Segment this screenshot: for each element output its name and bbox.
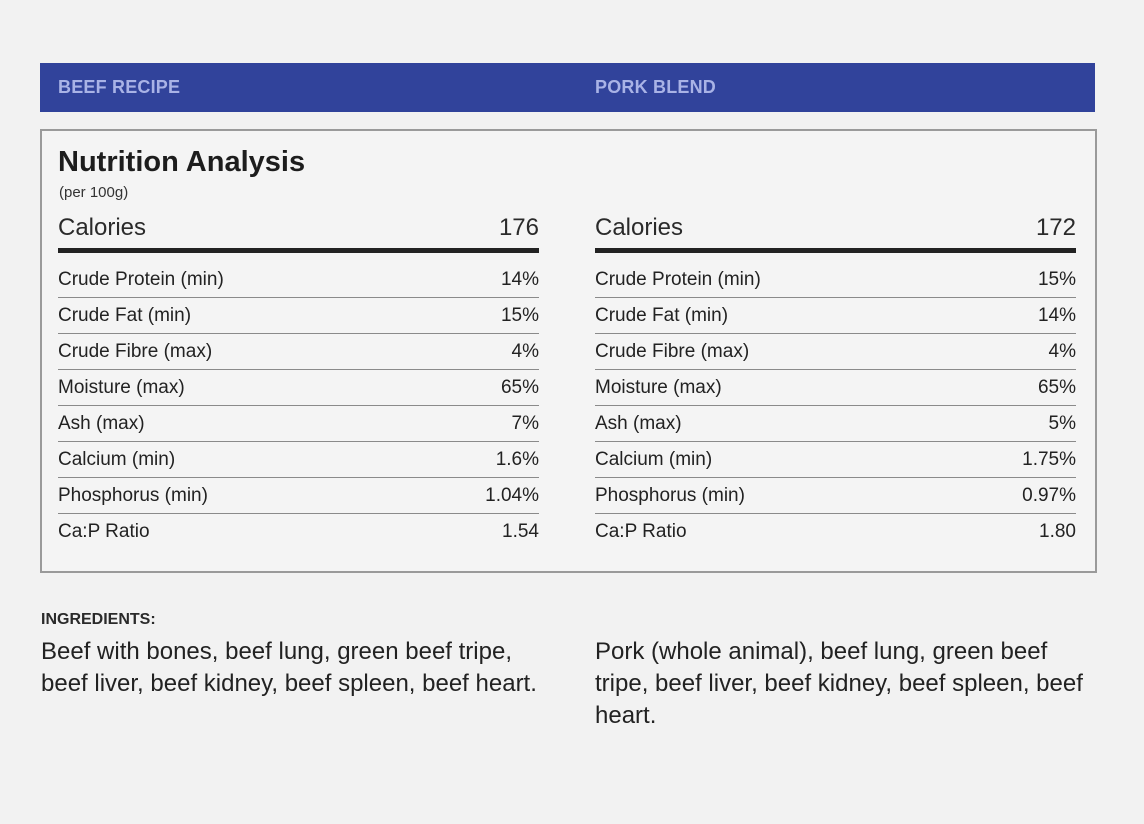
pork-calories-row: Calories 172: [595, 214, 1076, 253]
nutrient-label: Crude Fat (min): [58, 304, 192, 326]
nutrition-subtitle: (per 100g): [59, 184, 129, 201]
nutrient-label: Calcium (min): [58, 448, 176, 470]
nutrient-value: 1.04%: [485, 484, 539, 506]
nutrient-value: 5%: [1048, 412, 1076, 434]
nutrient-label: Phosphorus (min): [58, 484, 208, 506]
beef-nutrition-column: Calories 176 Crude Protein (min) 14% Cru…: [58, 214, 539, 550]
pork-calories-value: 172: [1035, 214, 1076, 241]
nutrient-value: 1.80: [1039, 521, 1076, 542]
pork-nutrient-list: Crude Protein (min) 15% Crude Fat (min) …: [595, 262, 1076, 550]
table-row: Crude Fibre (max) 4%: [595, 334, 1076, 370]
ingredients-heading: INGREDIENTS:: [41, 611, 156, 628]
nutrient-label: Ash (max): [58, 412, 145, 434]
beef-calories-value: 176: [498, 214, 539, 241]
nutrient-value: 1.54: [502, 521, 539, 542]
nutrient-value: 7%: [511, 412, 539, 434]
table-row: Phosphorus (min) 1.04%: [58, 478, 539, 514]
table-row: Calcium (min) 1.6%: [58, 442, 539, 478]
nutrient-value: 65%: [500, 376, 539, 398]
table-row: Moisture (max) 65%: [58, 370, 539, 406]
nutrient-value: 15%: [1037, 268, 1076, 290]
nutrient-value: 15%: [500, 304, 539, 326]
table-row: Ca:P Ratio 1.54: [58, 514, 539, 550]
table-row: Ash (max) 7%: [58, 406, 539, 442]
nutrition-analysis-panel: Nutrition Analysis (per 100g) Calories 1…: [40, 129, 1097, 573]
nutrient-label: Calcium (min): [595, 448, 713, 470]
table-row: Phosphorus (min) 0.97%: [595, 478, 1076, 514]
pork-ingredients-text: Pork (whole animal), beef lung, green be…: [595, 638, 1083, 729]
table-row: Ash (max) 5%: [595, 406, 1076, 442]
table-row: Crude Fat (min) 14%: [595, 298, 1076, 334]
table-row: Crude Protein (min) 14%: [58, 262, 539, 298]
nutrient-value: 0.97%: [1022, 484, 1076, 506]
nutrient-label: Crude Fat (min): [595, 304, 729, 326]
nutrient-label: Ca:P Ratio: [595, 521, 687, 542]
nutrient-value: 14%: [1037, 304, 1076, 326]
tab-pork-blend[interactable]: PORK BLEND: [595, 77, 717, 97]
nutrient-value: 4%: [1048, 340, 1076, 362]
nutrient-label: Ca:P Ratio: [58, 521, 150, 542]
beef-ingredients-text: Beef with bones, beef lung, green beef t…: [41, 638, 537, 697]
pork-nutrition-column: Calories 172 Crude Protein (min) 15% Cru…: [595, 214, 1076, 550]
nutrition-title: Nutrition Analysis: [58, 146, 306, 178]
nutrient-value: 14%: [500, 268, 539, 290]
pork-calories-label: Calories: [595, 214, 684, 241]
beef-calories-row: Calories 176: [58, 214, 539, 253]
nutrient-label: Phosphorus (min): [595, 484, 745, 506]
table-row: Crude Fat (min) 15%: [58, 298, 539, 334]
nutrient-value: 1.6%: [495, 448, 539, 470]
table-row: Ca:P Ratio 1.80: [595, 514, 1076, 550]
nutrient-label: Crude Fibre (max): [595, 340, 750, 362]
table-row: Calcium (min) 1.75%: [595, 442, 1076, 478]
recipe-tab-bar: BEEF RECIPE PORK BLEND: [40, 63, 1095, 112]
table-row: Crude Fibre (max) 4%: [58, 334, 539, 370]
nutrient-label: Crude Protein (min): [595, 268, 761, 290]
nutrient-label: Crude Protein (min): [58, 268, 224, 290]
table-row: Crude Protein (min) 15%: [595, 262, 1076, 298]
nutrient-value: 4%: [511, 340, 539, 362]
nutrient-label: Crude Fibre (max): [58, 340, 213, 362]
nutrient-value: 1.75%: [1022, 448, 1076, 470]
nutrient-value: 65%: [1037, 376, 1076, 398]
nutrient-label: Moisture (max): [595, 376, 722, 398]
nutrient-label: Moisture (max): [58, 376, 185, 398]
table-row: Moisture (max) 65%: [595, 370, 1076, 406]
beef-nutrient-list: Crude Protein (min) 14% Crude Fat (min) …: [58, 262, 539, 550]
tab-beef-recipe[interactable]: BEEF RECIPE: [58, 77, 181, 97]
beef-calories-label: Calories: [58, 214, 147, 241]
nutrient-label: Ash (max): [595, 412, 682, 434]
